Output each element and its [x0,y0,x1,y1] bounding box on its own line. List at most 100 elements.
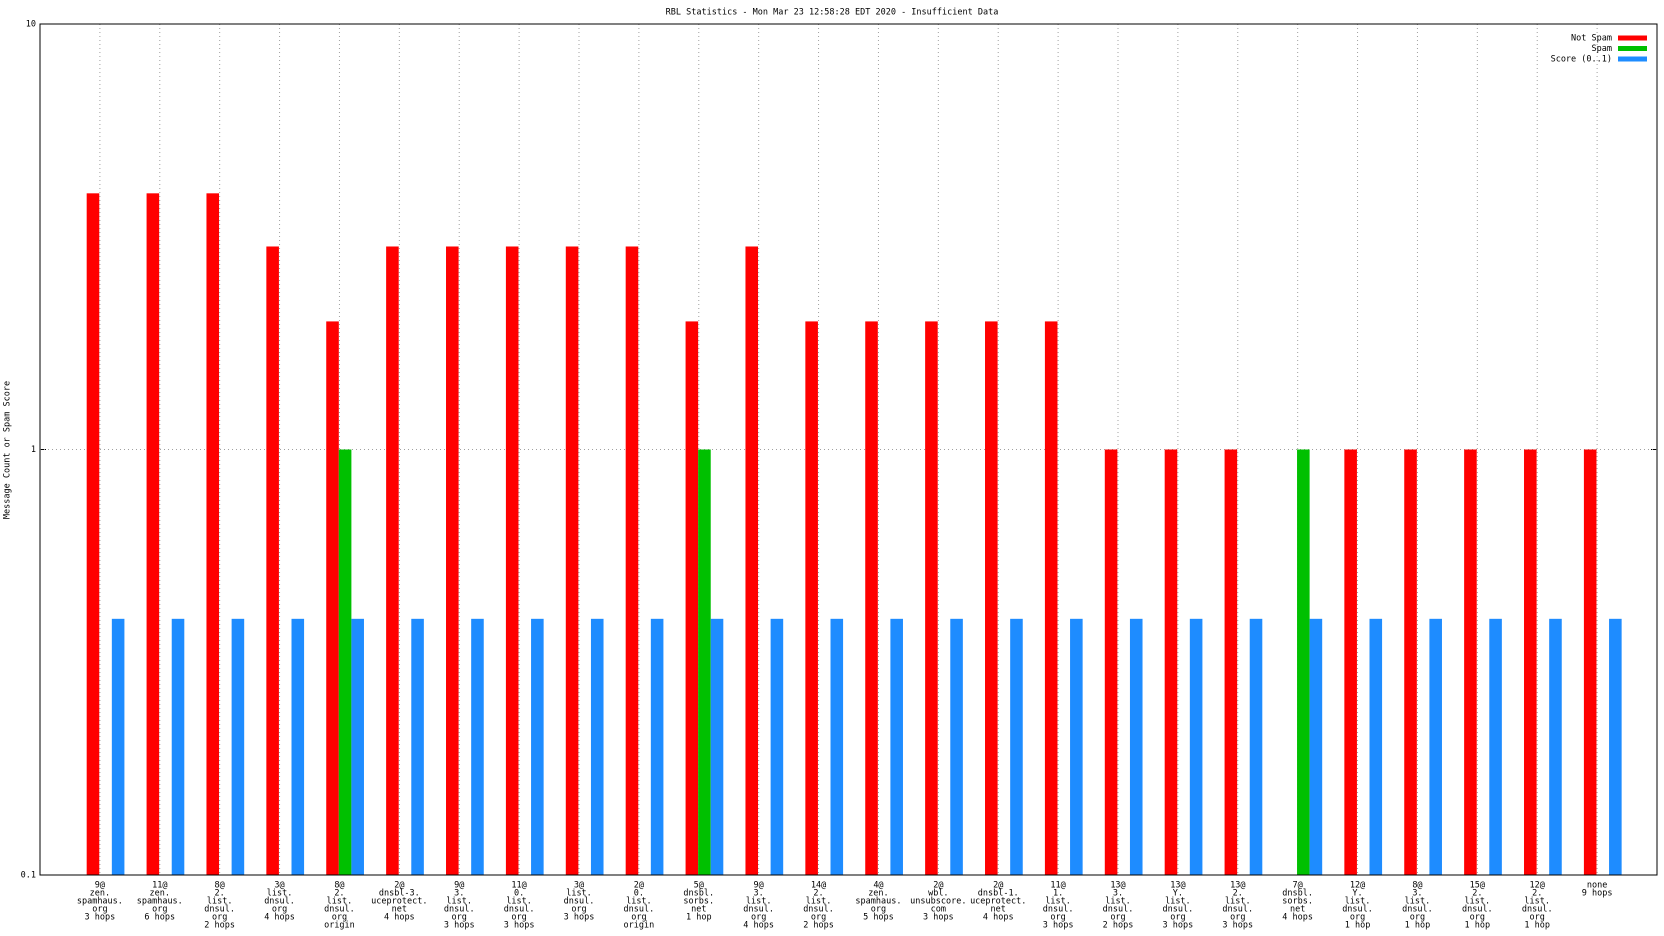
bar [830,618,844,875]
x-tick-label: 8@ [215,881,225,891]
x-tick-label: 2. [1472,889,1482,899]
x-tick-label: none [1587,881,1607,891]
legend-swatch [1618,35,1647,41]
x-tick-label: 3 hops [923,913,954,923]
x-tick-label: net [392,905,407,915]
bar [1104,449,1118,875]
bar [411,618,424,875]
x-tick-label: 2@ [933,881,943,891]
bar [1549,618,1562,875]
x-tick-label: 0. [634,889,644,899]
x-tick-label: dnsul. [1402,905,1433,915]
x-tick-label: unsubscore. [910,897,966,907]
x-tick-label: 4 hops [1282,913,1313,923]
x-tick-label: org [92,905,107,915]
bar [1297,449,1310,875]
x-tick-label: 14@ [811,881,826,891]
x-tick-label: sorbs. [683,897,714,907]
x-tick-label: 3. [1412,889,1422,899]
bar [326,321,339,875]
x-tick-label: 4 hops [384,913,415,923]
bar [206,193,220,875]
x-tick-label: 9@ [95,881,105,891]
x-tick-label: org [811,913,826,923]
x-tick-label: net [1290,905,1305,915]
bar [650,618,664,875]
bar [531,618,544,875]
x-tick-label: dnsul. [1163,905,1194,915]
bar [1044,321,1058,875]
bar [1164,449,1178,875]
x-tick-label: dnsul. [504,905,535,915]
bar [565,246,579,875]
bar [770,618,784,875]
bar [625,246,639,875]
x-tick-label: org [1170,913,1185,923]
x-tick-label: org [212,913,227,923]
bar [1309,618,1323,875]
bar [1583,449,1597,875]
x-tick-label: dnsul. [264,897,295,907]
x-tick-label: dnsul. [1103,905,1134,915]
y-tick-label: 10 [26,20,36,30]
bar [1189,618,1203,875]
x-tick-label: 5 hops [863,913,894,923]
legend-label: Not Spam [1571,34,1612,44]
x-tick-label: 4 hops [743,921,774,931]
bar [805,321,818,875]
x-tick-label: uceprotect. [371,897,427,907]
x-tick-label: spamhaus. [137,897,183,907]
legend-swatch [1618,56,1647,62]
x-tick-label: 1 hop [1405,921,1431,931]
x-tick-label: 2 hops [204,921,235,931]
x-tick-label: org [1530,913,1545,923]
x-tick-label: org [631,913,646,923]
x-tick-label: 1 hop [686,913,712,923]
x-tick-label: org [452,913,467,923]
x-tick-label: org [571,905,586,915]
bar [745,246,759,875]
bar [1249,618,1263,875]
legend-swatch [1618,46,1647,51]
x-tick-label: origin [324,921,355,931]
x-tick-label: 8@ [334,881,344,891]
x-tick-label: net [991,905,1006,915]
x-tick-label: org [1410,913,1425,923]
x-tick-label: zen. [868,889,888,899]
legend-label: Score (0..1) [1551,55,1612,65]
x-tick-label: list. [327,897,353,907]
bar [338,449,352,875]
x-tick-label: com [931,905,946,915]
x-tick-label: net [691,905,706,915]
x-tick-label: zen. [150,889,170,899]
x-tick-label: dnsul. [1222,905,1253,915]
bar [890,618,903,875]
bar [925,321,938,875]
bar [1224,449,1238,875]
x-tick-label: 4 hops [983,913,1014,923]
bar [1344,449,1357,875]
x-tick-label: dnsbl. [1282,889,1313,899]
x-tick-label: 1. [1053,889,1063,899]
x-tick-label: 2 hops [803,921,834,931]
x-tick-label: 6 hops [144,913,175,923]
x-tick-label: dnsul. [624,905,655,915]
x-tick-label: wbl. [928,889,948,899]
x-tick-label: 3 hops [444,921,475,931]
x-tick-label: list. [446,897,472,907]
x-tick-label: 3@ [574,881,584,891]
x-tick-label: list. [1405,897,1431,907]
x-tick-label: 3 hops [504,921,535,931]
bar [146,193,160,875]
bar [950,618,963,875]
x-tick-label: spamhaus. [77,897,123,907]
x-tick-label: org [511,913,526,923]
x-tick-label: 9 hops [1582,889,1613,899]
x-tick-label: 11@ [152,881,167,891]
bar [1489,618,1502,875]
x-tick-label: 11@ [511,881,526,891]
x-tick-label: list. [207,897,233,907]
x-tick-label: 2. [1233,889,1243,899]
bar [1464,449,1477,875]
x-tick-label: 11@ [1050,881,1065,891]
